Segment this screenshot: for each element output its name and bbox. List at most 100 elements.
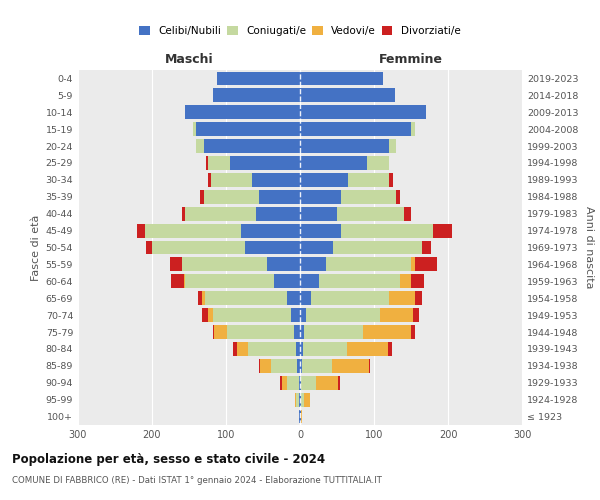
Y-axis label: Anni di nascita: Anni di nascita [584,206,594,289]
Bar [400,274,411,288]
Bar [415,292,422,305]
Bar [241,224,300,237]
Bar [300,342,303,356]
Bar [301,410,302,424]
Bar [338,376,340,390]
Bar [380,308,413,322]
Bar [411,274,424,288]
Bar [389,173,392,187]
Bar [245,240,300,254]
Bar [185,207,256,220]
Bar [259,359,260,373]
Bar [137,224,145,237]
Bar [300,106,426,119]
Bar [326,258,411,272]
Bar [300,173,348,187]
Bar [204,190,259,203]
Bar [347,342,388,356]
Bar [300,139,389,153]
Bar [337,207,404,220]
Bar [303,342,347,356]
Bar [208,308,214,322]
Bar [319,274,400,288]
Bar [332,359,369,373]
Y-axis label: Fasce di età: Fasce di età [31,214,41,280]
Bar [182,258,266,272]
Bar [300,325,304,339]
Bar [205,292,287,305]
Bar [334,240,422,254]
Bar [300,410,301,424]
Bar [396,190,400,203]
Bar [369,359,370,373]
Bar [214,308,291,322]
Bar [202,292,205,305]
Bar [302,359,332,373]
Bar [341,190,396,203]
Legend: Celibi/Nubili, Coniugati/e, Vedovi/e, Divorziati/e: Celibi/Nubili, Coniugati/e, Vedovi/e, Di… [135,22,465,40]
Bar [271,359,297,373]
Bar [348,173,389,187]
Bar [237,342,248,356]
Bar [170,274,184,288]
Bar [367,156,389,170]
Bar [260,359,271,373]
Bar [300,156,367,170]
Bar [233,342,237,356]
Bar [304,392,310,406]
Bar [248,342,296,356]
Bar [297,359,300,373]
Bar [411,122,415,136]
Bar [301,392,304,406]
Bar [227,325,294,339]
Bar [170,258,182,272]
Bar [200,190,204,203]
Bar [422,240,431,254]
Text: Femmine: Femmine [379,54,443,66]
Bar [196,139,204,153]
Bar [304,325,363,339]
Bar [281,376,287,390]
Bar [389,292,415,305]
Bar [411,325,415,339]
Bar [152,240,245,254]
Bar [206,156,208,170]
Bar [388,342,392,356]
Bar [211,173,252,187]
Bar [217,72,300,86]
Bar [296,392,299,406]
Bar [287,376,299,390]
Bar [300,88,395,102]
Bar [184,274,185,288]
Bar [230,156,300,170]
Bar [300,224,341,237]
Bar [404,207,411,220]
Bar [300,308,306,322]
Bar [212,88,300,102]
Bar [252,173,300,187]
Bar [300,258,326,272]
Bar [300,392,301,406]
Bar [185,274,274,288]
Bar [299,392,300,406]
Bar [300,359,302,373]
Bar [300,274,319,288]
Bar [202,308,208,322]
Bar [415,258,437,272]
Bar [196,122,300,136]
Bar [193,122,196,136]
Bar [296,342,300,356]
Text: Popolazione per età, sesso e stato civile - 2024: Popolazione per età, sesso e stato civil… [12,452,325,466]
Bar [208,156,230,170]
Bar [208,173,211,187]
Bar [256,207,300,220]
Bar [300,207,337,220]
Bar [204,139,300,153]
Bar [294,325,300,339]
Bar [212,325,214,339]
Bar [300,292,311,305]
Bar [299,376,300,390]
Bar [413,308,419,322]
Bar [411,258,415,272]
Bar [433,224,452,237]
